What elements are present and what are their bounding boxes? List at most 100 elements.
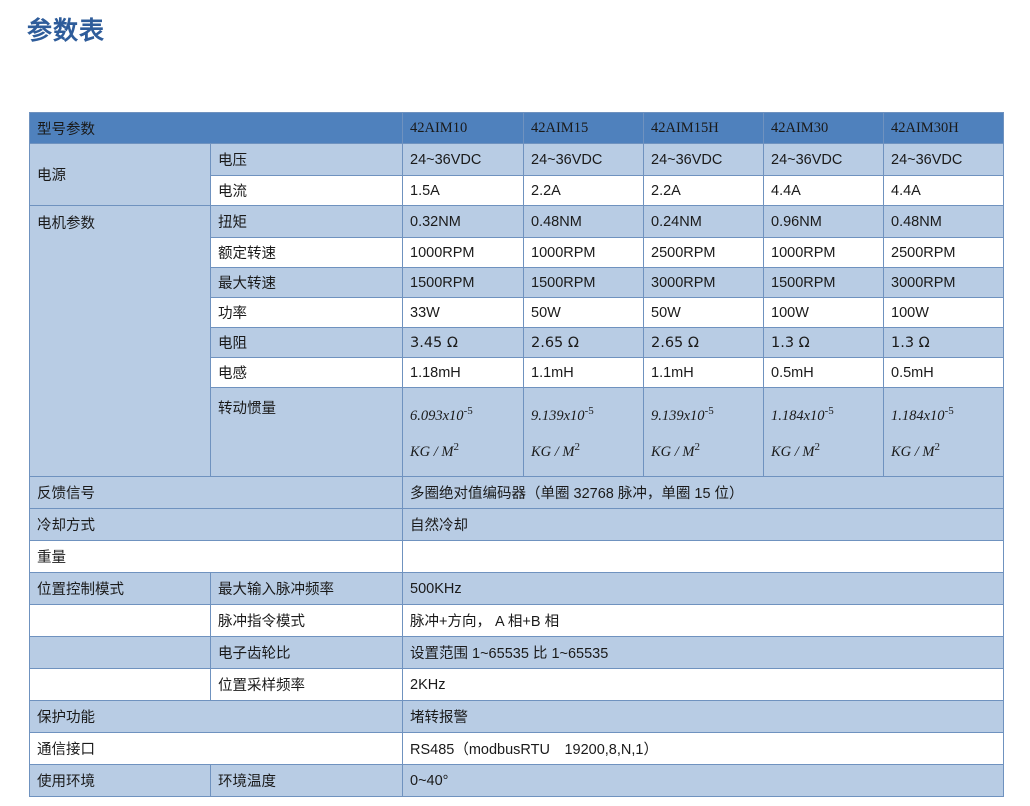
group-label-position-mode-spacer-3 <box>29 668 211 701</box>
cell-inductance-42aim10: 1.18mH <box>402 357 524 388</box>
table-row-max-speed: 最大转速 1500RPM 1500RPM 3000RPM 1500RPM 300… <box>30 267 1004 298</box>
header-model-params: 型号参数 <box>29 112 403 144</box>
cell-current-42aim30: 4.4A <box>763 175 884 206</box>
inertia-unit-3: KG / M <box>771 443 815 460</box>
cell-inertia-42aim15h: 9.139x10-5 KG / M2 <box>643 387 764 477</box>
table-row-rated-speed: 额定转速 1000RPM 1000RPM 2500RPM 1000RPM 250… <box>30 237 1004 268</box>
header-model-42aim10: 42AIM10 <box>402 112 524 144</box>
cell-power-42aim30: 100W <box>763 297 884 328</box>
table-row-ambient-temp: 使用环境 环境温度 0~40° <box>29 764 1004 797</box>
cell-power-42aim10: 33W <box>402 297 524 328</box>
group-label-position-mode-spacer-2 <box>29 636 211 669</box>
cell-inertia-42aim15: 9.139x10-5 KG / M2 <box>523 387 644 477</box>
cell-max-speed-42aim15: 1500RPM <box>523 267 644 298</box>
cell-comm-value: RS485（modbusRTU 19200,8,N,1） <box>402 732 1004 765</box>
group-label-feedback: 反馈信号 <box>29 476 403 509</box>
table-row-power: 功率 33W 50W 50W 100W 100W <box>30 297 1004 328</box>
cell-power-42aim15: 50W <box>523 297 644 328</box>
header-model-42aim30: 42AIM30 <box>763 112 884 144</box>
cell-inductance-42aim30h: 0.5mH <box>883 357 1004 388</box>
cell-torque-42aim30h: 0.48NM <box>883 205 1004 238</box>
cell-rated-speed-42aim10: 1000RPM <box>402 237 524 268</box>
table-row-current: 电流 1.5A 2.2A 2.2A 4.4A 4.4A <box>30 175 1004 206</box>
row-label-resistance: 电阻 <box>210 327 403 358</box>
cell-current-42aim30h: 4.4A <box>883 175 1004 206</box>
inertia-mantissa-2: 9.139 <box>651 408 684 424</box>
cell-max-speed-42aim30h: 3000RPM <box>883 267 1004 298</box>
cell-feedback-value: 多圈绝对值编码器（单圈 32768 脉冲，单圈 15 位） <box>402 476 1004 509</box>
row-label-power: 功率 <box>210 297 403 328</box>
row-label-max-speed: 最大转速 <box>210 267 403 298</box>
inertia-base-1: x10 <box>563 408 585 424</box>
cell-max-pulse-freq-value: 500KHz <box>402 572 1004 605</box>
cell-voltage-42aim30h: 24~36VDC <box>883 143 1004 176</box>
cell-rated-speed-42aim30: 1000RPM <box>763 237 884 268</box>
cell-torque-42aim10: 0.32NM <box>402 205 524 238</box>
cell-resistance-42aim30: 1.3 Ω <box>763 327 884 358</box>
cell-resistance-42aim15h: 2.65 Ω <box>643 327 764 358</box>
inertia-unit-1: KG / M <box>531 443 575 460</box>
cell-torque-42aim15h: 0.24NM <box>643 205 764 238</box>
inertia-unit-2: KG / M <box>651 443 695 460</box>
cell-cooling-value: 自然冷却 <box>402 508 1004 541</box>
table-row-inertia: 转动惯量 6.093x10-5 KG / M2 9.139x10-5 KG / … <box>30 387 1004 477</box>
inertia-base-2: x10 <box>683 408 705 424</box>
cell-ambient-temp-value: 0~40° <box>402 764 1004 797</box>
cell-inertia-42aim10: 6.093x10-5 KG / M2 <box>402 387 524 477</box>
table-row-weight: 重量 <box>29 540 1004 573</box>
group-label-position-mode-spacer-1 <box>29 604 211 637</box>
cell-max-speed-42aim10: 1500RPM <box>402 267 524 298</box>
inertia-exp-2: -5 <box>704 405 714 418</box>
table-row-voltage: 电源 电压 24~36VDC 24~36VDC 24~36VDC 24~36VD… <box>29 143 1004 206</box>
cell-resistance-42aim30h: 1.3 Ω <box>883 327 1004 358</box>
cell-voltage-42aim30: 24~36VDC <box>763 143 884 176</box>
row-label-voltage: 电压 <box>210 143 403 176</box>
cell-inductance-42aim15: 1.1mH <box>523 357 644 388</box>
inertia-mantissa-4: 1.184 <box>891 408 924 424</box>
cell-resistance-42aim15: 2.65 Ω <box>523 327 644 358</box>
cell-max-speed-42aim30: 1500RPM <box>763 267 884 298</box>
inertia-exp-1: -5 <box>584 405 594 418</box>
cell-inertia-42aim30: 1.184x10-5 KG / M2 <box>763 387 884 477</box>
group-label-comm: 通信接口 <box>29 732 403 765</box>
cell-voltage-42aim15h: 24~36VDC <box>643 143 764 176</box>
table-row-feedback: 反馈信号 多圈绝对值编码器（单圈 32768 脉冲，单圈 15 位） <box>29 476 1004 509</box>
cell-rated-speed-42aim30h: 2500RPM <box>883 237 1004 268</box>
row-label-gear-ratio: 电子齿轮比 <box>210 636 403 669</box>
table-row-max-pulse-freq: 位置控制模式 最大输入脉冲频率 500KHz <box>29 572 1004 605</box>
cell-voltage-42aim10: 24~36VDC <box>402 143 524 176</box>
table-row-sample-freq: 位置采样频率 2KHz <box>29 668 1004 701</box>
inertia-exp-3: -5 <box>824 405 834 418</box>
group-label-motor: 电机参数 <box>29 205 211 477</box>
cell-power-42aim15h: 50W <box>643 297 764 328</box>
table-row-resistance: 电阻 3.45 Ω 2.65 Ω 2.65 Ω 1.3 Ω 1.3 Ω <box>30 327 1004 358</box>
inertia-base-3: x10 <box>803 408 825 424</box>
cell-inductance-42aim30: 0.5mH <box>763 357 884 388</box>
inertia-unit-exp-0: 2 <box>453 441 460 453</box>
group-label-cooling: 冷却方式 <box>29 508 403 541</box>
group-label-power: 电源 <box>29 143 211 206</box>
cell-gear-ratio-value: 设置范围 1~65535 比 1~65535 <box>402 636 1004 669</box>
inertia-unit-exp-1: 2 <box>574 441 581 453</box>
row-label-ambient-temp: 环境温度 <box>210 764 403 797</box>
cell-torque-42aim15: 0.48NM <box>523 205 644 238</box>
group-label-weight: 重量 <box>29 540 403 573</box>
cell-rated-speed-42aim15h: 2500RPM <box>643 237 764 268</box>
cell-inertia-42aim30h: 1.184x10-5 KG / M2 <box>883 387 1004 477</box>
row-label-current: 电流 <box>210 175 403 206</box>
cell-voltage-42aim15: 24~36VDC <box>523 143 644 176</box>
inertia-mantissa-3: 1.184 <box>771 408 804 424</box>
row-label-rated-speed: 额定转速 <box>210 237 403 268</box>
inertia-unit-4: KG / M <box>891 443 935 460</box>
group-label-environment: 使用环境 <box>29 764 211 797</box>
cell-current-42aim15: 2.2A <box>523 175 644 206</box>
inertia-unit-0: KG / M <box>410 443 454 460</box>
cell-pulse-command-mode-value: 脉冲+方向， A 相+B 相 <box>402 604 1004 637</box>
table-row-comm: 通信接口 RS485（modbusRTU 19200,8,N,1） <box>29 732 1004 765</box>
cell-weight-value <box>402 540 1004 573</box>
table-row-protection: 保护功能 堵转报警 <box>29 700 1004 733</box>
table-header-row: 型号参数 42AIM10 42AIM15 42AIM15H 42AIM30 42… <box>29 112 1004 144</box>
table-row-gear-ratio: 电子齿轮比 设置范围 1~65535 比 1~65535 <box>29 636 1004 669</box>
inertia-unit-exp-3: 2 <box>814 441 821 453</box>
